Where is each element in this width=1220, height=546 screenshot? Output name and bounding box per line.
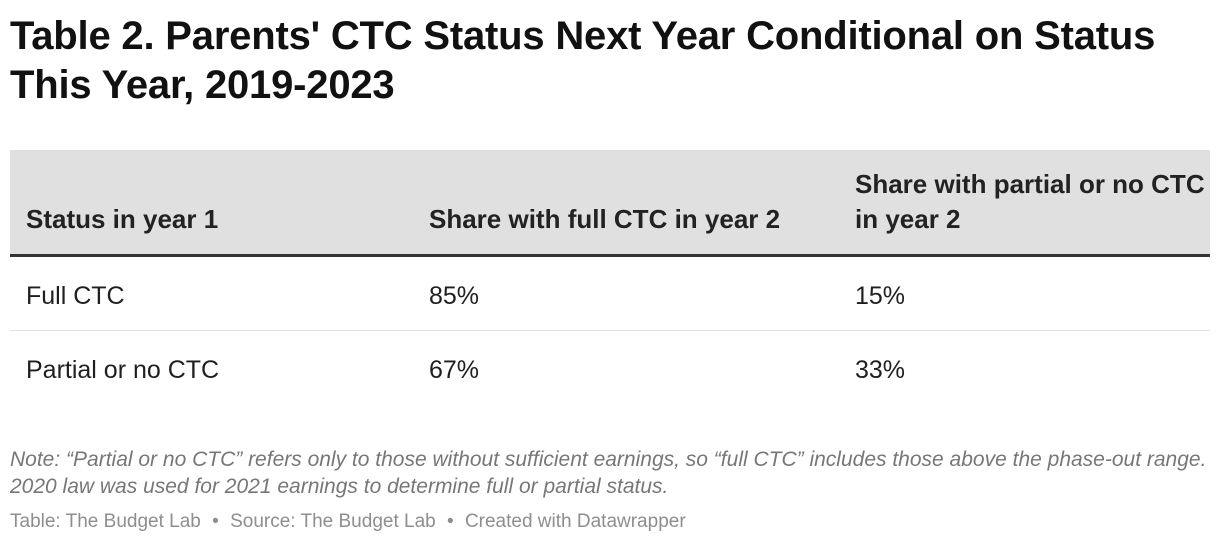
footer-credits: Table: The Budget Lab • Source: The Budg… (10, 510, 686, 534)
footer-separator: • (447, 511, 454, 532)
row-label: Partial or no CTC (26, 356, 220, 384)
cell-partial-ctc: 15% (855, 282, 906, 310)
source-credit: Source: The Budget Lab (230, 511, 436, 532)
cell-partial-ctc: 33% (855, 356, 906, 384)
table-header: Status in year 1 Share with full CTC in … (10, 150, 1210, 257)
chart-container: Table 2. Parents' CTC Status Next Year C… (10, 12, 1210, 532)
page-title: Table 2. Parents' CTC Status Next Year C… (10, 14, 1156, 107)
table-row: Partial or no CTC 67% 33% (10, 331, 1210, 404)
row-label: Full CTC (26, 282, 125, 310)
column-header-partial-ctc: Share with partial or no CTC in year 2 (855, 169, 1205, 234)
column-header-full-ctc: Share with full CTC in year 2 (429, 204, 781, 234)
created-with-credit: Created with Datawrapper (464, 511, 686, 532)
cell-full-ctc: 67% (429, 356, 480, 384)
data-table: Status in year 1 Share with full CTC in … (10, 150, 1210, 404)
cell-full-ctc: 85% (429, 282, 480, 310)
table-note: Note: “Partial or no CTC” refers only to… (10, 448, 1207, 498)
table-credit: Table: The Budget Lab (10, 511, 201, 532)
table-row: Full CTC 85% 15% (10, 257, 1210, 331)
footer-separator: • (212, 511, 219, 532)
column-header-status: Status in year 1 (26, 204, 219, 234)
